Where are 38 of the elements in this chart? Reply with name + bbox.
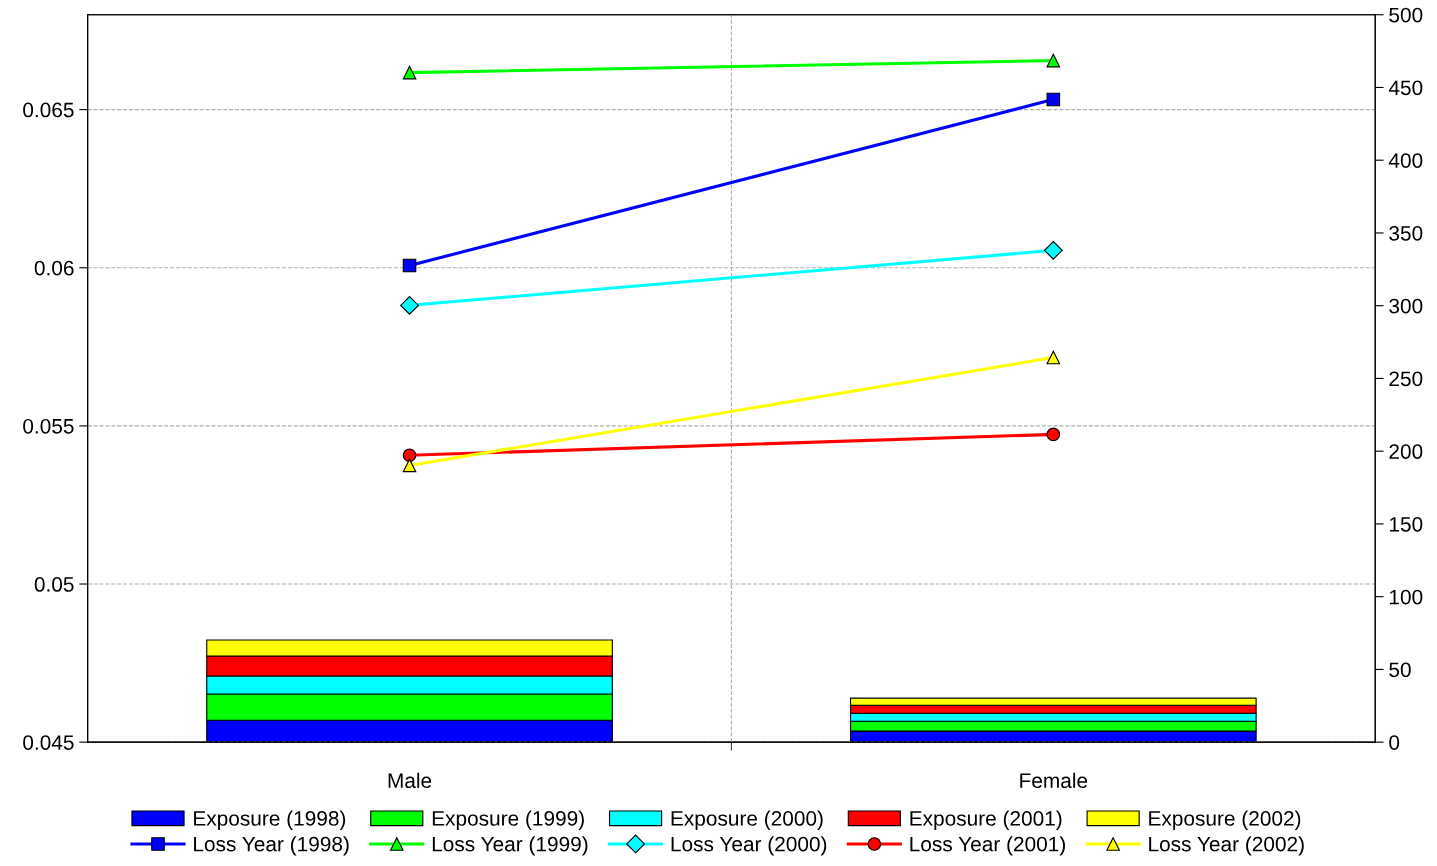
point (402, 65, 417, 80)
x-tick-label: Male (388, 772, 432, 789)
y2-tick-label: 350 (1389, 225, 1423, 241)
y2-tick-label: 50 (1389, 662, 1411, 678)
point (1046, 92, 1061, 107)
legend-label: Exposure (2001) (910, 810, 1062, 830)
point (402, 448, 417, 463)
legend-label: Loss Year (1999) (432, 836, 588, 856)
point (1046, 427, 1061, 442)
y-tick-label: 0.045 (23, 735, 74, 750)
legend-label: Loss Year (1998) (194, 836, 349, 856)
point (400, 295, 419, 315)
point (402, 258, 417, 273)
y-tick-label: 0.055 (23, 418, 74, 434)
point (1043, 240, 1063, 260)
x-tick-label: Female (1020, 772, 1088, 789)
y2-tick-label: 200 (1389, 444, 1423, 459)
y2-tick-label: 150 (1389, 516, 1423, 532)
y2-tick-label: 250 (1389, 371, 1423, 387)
y-tick-label: 0.065 (23, 102, 74, 118)
legend-label: Loss Year (2001) (910, 836, 1065, 856)
legend-label: Exposure (1999) (432, 810, 584, 830)
legend-label: Exposure (1998) (194, 810, 346, 830)
y2-tick-label: 100 (1389, 589, 1423, 605)
y-tick-label: 0.05 (34, 577, 74, 592)
legend-label: Exposure (2002) (1149, 810, 1301, 830)
legend-label: Loss Year (2002) (1149, 836, 1304, 856)
y2-tick-label: 400 (1388, 153, 1423, 168)
y2-tick-label: 450 (1388, 80, 1423, 96)
legend-label: Loss Year (2000) (671, 836, 827, 856)
point (1046, 350, 1061, 365)
y2-tick-label: 500 (1389, 7, 1423, 23)
y2-tick-label: 0 (1389, 735, 1400, 750)
point (402, 458, 417, 473)
point (1046, 53, 1061, 68)
y2-tick-label: 300 (1389, 298, 1423, 314)
y-tick-label: 0.06 (34, 260, 74, 276)
legend-label: Exposure (2000) (671, 810, 823, 830)
